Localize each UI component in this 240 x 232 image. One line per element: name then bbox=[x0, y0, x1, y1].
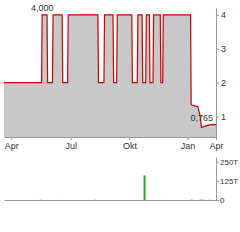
annotation: 0,765 bbox=[190, 113, 213, 123]
y-tick: 0 bbox=[216, 196, 225, 205]
volume-bar bbox=[61, 199, 63, 200]
x-axis-line bbox=[5, 137, 217, 138]
x-tick: Apr bbox=[209, 137, 223, 151]
y-tick: 125T bbox=[216, 177, 238, 186]
y-tick-mark bbox=[216, 200, 219, 201]
y-tick: 2 bbox=[216, 78, 226, 88]
plot-background bbox=[4, 8, 216, 137]
y-tick-mark bbox=[216, 83, 219, 84]
price-marks bbox=[4, 15, 216, 137]
price-area bbox=[4, 15, 216, 137]
x-tick-label: Jan bbox=[181, 141, 196, 151]
x-tick: Jul bbox=[65, 137, 77, 151]
x-tick: Jan bbox=[181, 137, 196, 151]
y-tick-label: 0 bbox=[220, 196, 225, 205]
y-axis: 0 125T 250T bbox=[216, 158, 238, 206]
y-tick-label: 250T bbox=[220, 158, 238, 167]
y-tick-label: 4 bbox=[221, 10, 226, 20]
y-tick: 4 bbox=[216, 10, 226, 20]
x-tick: Apr bbox=[5, 137, 19, 151]
volume-bar bbox=[39, 199, 41, 200]
x-tick-label: Apr bbox=[209, 141, 223, 151]
y-axis-line bbox=[216, 158, 217, 201]
x-tick-mark bbox=[129, 137, 130, 140]
volume-bar bbox=[203, 199, 205, 200]
x-tick-label: Jul bbox=[65, 141, 77, 151]
volume-bar bbox=[167, 199, 169, 200]
x-tick-mark bbox=[188, 137, 189, 140]
volume-bar bbox=[15, 199, 17, 200]
chart-root: Apr Jul Okt Jan Apr 1 2 3 4 4,000 0,765 0 125T 250T bbox=[0, 0, 240, 232]
y-axis: 1 2 3 4 bbox=[216, 9, 226, 138]
annotation: 4,000 bbox=[31, 3, 54, 13]
y-tick-mark bbox=[216, 15, 219, 16]
y-tick: 250T bbox=[216, 158, 238, 167]
x-axis: Apr Jul Okt Jan Apr bbox=[5, 137, 224, 151]
x-tick-mark bbox=[11, 137, 12, 140]
y-tick-mark bbox=[216, 117, 219, 118]
y-tick: 1 bbox=[216, 112, 226, 122]
volume-bar bbox=[94, 199, 96, 200]
x-tick: Okt bbox=[123, 137, 138, 151]
price-line bbox=[4, 15, 216, 128]
volume-bar bbox=[144, 175, 146, 200]
y-tick: 3 bbox=[216, 44, 226, 54]
volume-marks bbox=[15, 175, 211, 200]
y-tick-label: 3 bbox=[221, 44, 226, 54]
y-tick-label: 125T bbox=[220, 177, 238, 186]
x-axis-line bbox=[5, 200, 217, 201]
x-axis bbox=[5, 200, 217, 201]
y-tick-mark bbox=[216, 49, 219, 50]
x-tick-label: Apr bbox=[5, 141, 19, 151]
y-tick-mark bbox=[216, 181, 219, 182]
x-tick-mark bbox=[71, 137, 72, 140]
y-axis-line bbox=[216, 9, 217, 138]
volume-bar bbox=[209, 199, 211, 200]
y-tick-label: 1 bbox=[221, 112, 226, 122]
volume-bar bbox=[200, 199, 202, 200]
y-tick-mark bbox=[216, 162, 219, 163]
x-tick-label: Okt bbox=[123, 141, 138, 151]
volume-bar bbox=[191, 199, 193, 200]
y-tick-label: 2 bbox=[221, 78, 226, 88]
